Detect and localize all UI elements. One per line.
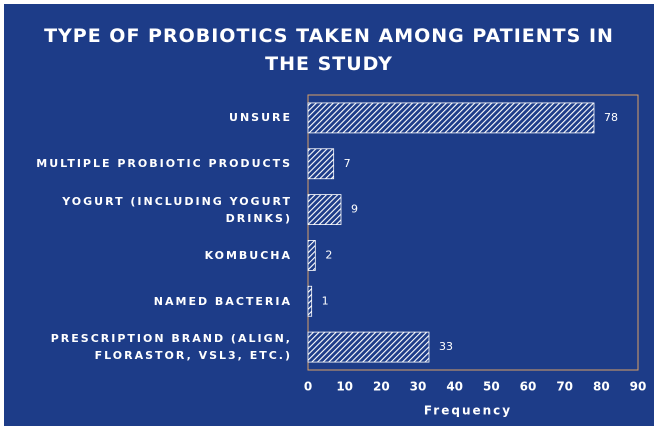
x-tick-label: 70 xyxy=(556,380,573,394)
bar xyxy=(307,331,430,363)
value-label: 9 xyxy=(351,203,358,216)
value-label: 33 xyxy=(439,340,453,353)
chart-title: TYPE OF PROBIOTICS TAKEN AMONG PATIENTS … xyxy=(44,25,614,75)
plot-frame xyxy=(307,94,639,371)
x-tick-label: 10 xyxy=(336,380,353,394)
bar xyxy=(307,285,313,317)
x-tick-label: 0 xyxy=(304,380,312,394)
y-tick-label: UNSURE xyxy=(229,111,292,125)
x-tick-label: 40 xyxy=(446,380,463,394)
value-label: 78 xyxy=(604,111,618,124)
y-tick-label: YOGURT (INCLUDING YOGURT DRINKS) xyxy=(62,194,292,225)
bar xyxy=(307,148,335,180)
y-tick-label: PRESCRIPTION BRAND (ALIGN, FLORASTOR, VS… xyxy=(50,332,292,363)
bar xyxy=(307,240,316,271)
x-axis-label: Frequency xyxy=(424,404,512,418)
y-tick-label: NAMED BACTERIA xyxy=(153,294,292,308)
x-tick-label: 20 xyxy=(373,380,390,394)
x-tick-label: 90 xyxy=(630,380,647,394)
bar xyxy=(307,102,595,134)
y-tick-label: MULTIPLE PROBIOTIC PRODUCTS xyxy=(36,157,292,171)
value-label: 1 xyxy=(322,294,329,307)
value-label: 7 xyxy=(344,157,351,170)
value-label: 2 xyxy=(325,248,332,261)
x-tick-label: 60 xyxy=(520,380,537,394)
x-tick-label: 30 xyxy=(410,380,427,394)
y-tick-label: KOMBUCHA xyxy=(204,248,292,262)
x-tick-label: 50 xyxy=(483,380,500,394)
x-tick-label: 80 xyxy=(593,380,610,394)
bar xyxy=(307,194,342,225)
